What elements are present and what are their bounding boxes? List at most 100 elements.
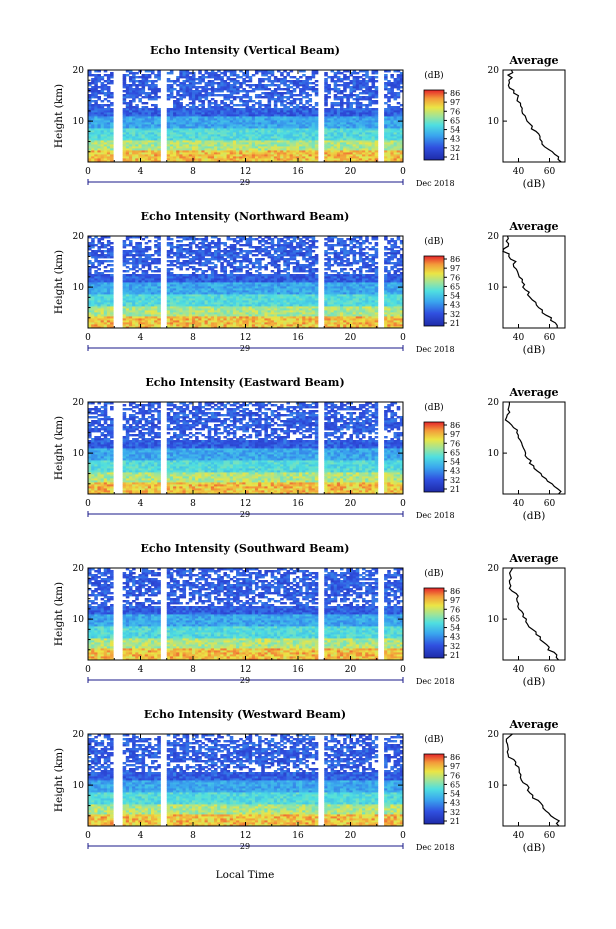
heatmap-cell <box>110 140 114 143</box>
heatmap-cell <box>144 96 149 99</box>
heatmap-cell <box>245 76 250 79</box>
heatmap-cell <box>147 306 152 309</box>
heatmap-cell <box>141 74 146 77</box>
heatmap-cell <box>333 86 338 89</box>
heatmap-cell <box>280 316 284 319</box>
heatmap-cell <box>132 324 136 327</box>
heatmap-cell <box>355 102 360 105</box>
heatmap-cell <box>106 152 111 155</box>
heatmap-cell <box>154 156 158 159</box>
heatmap-cell <box>191 138 196 141</box>
heatmap-cell <box>236 298 240 301</box>
heatmap-cell <box>151 110 155 113</box>
heatmap-cell <box>239 124 243 127</box>
heatmap-cell <box>371 82 376 85</box>
heatmap-cell <box>324 306 328 309</box>
heatmap-cell <box>251 116 256 119</box>
heatmap-cell <box>151 152 155 155</box>
heatmap-cell <box>125 96 130 99</box>
heatmap-cell <box>324 154 328 157</box>
heatmap-cell <box>261 78 265 81</box>
heatmap-cell <box>393 158 398 161</box>
heatmap-cell <box>283 308 287 311</box>
heatmap-cell <box>128 72 133 75</box>
heatmap-cell <box>97 92 101 95</box>
heatmap-cell <box>330 320 335 323</box>
heatmap-cell <box>188 150 193 153</box>
heatmap-cell <box>94 148 98 151</box>
heatmap-cell <box>106 118 111 121</box>
heatmap-cell <box>147 134 152 137</box>
heatmap-cell <box>100 84 105 87</box>
heatmap-cell <box>258 326 262 329</box>
heatmap-cell <box>147 298 152 301</box>
heatmap-cell <box>267 132 272 135</box>
heatmap-cell <box>166 300 171 303</box>
heatmap-cell <box>232 318 237 321</box>
heatmap-cell <box>336 306 341 309</box>
heatmap-cell <box>371 300 376 303</box>
heatmap-cell <box>374 322 379 325</box>
heatmap-cell <box>251 110 256 113</box>
heatmap-cell <box>264 308 268 311</box>
heatmap-cell <box>94 128 98 131</box>
heatmap-cell <box>141 114 146 117</box>
heatmap-cell <box>264 116 268 119</box>
heatmap-cell <box>154 302 158 305</box>
heatmap-cell <box>396 92 401 95</box>
heatmap-cell <box>390 310 394 313</box>
heatmap-cell <box>201 136 205 139</box>
heatmap-cell <box>110 114 114 117</box>
heatmap-cell <box>283 78 287 81</box>
heatmap-cell <box>270 130 275 133</box>
heatmap-cell <box>327 138 331 141</box>
heatmap-cell <box>387 320 391 323</box>
y-axis-label: Height (km) <box>53 84 65 148</box>
heatmap-cell <box>352 120 357 123</box>
heatmap-cell <box>195 140 199 143</box>
heatmap-cell <box>217 122 221 125</box>
heatmap-cell <box>125 298 130 301</box>
heatmap-cell <box>396 82 401 85</box>
heatmap-cell <box>144 112 149 115</box>
heatmap-cell <box>236 90 240 93</box>
heatmap-cell <box>368 94 372 97</box>
heatmap-cell <box>390 116 394 119</box>
heatmap-cell <box>336 130 341 133</box>
heatmap-cell <box>169 142 174 145</box>
heatmap-cell <box>236 82 240 85</box>
heatmap-cell <box>314 146 319 149</box>
heatmap-cell <box>138 150 142 153</box>
heatmap-cell <box>349 316 353 319</box>
heatmap-cell <box>94 94 98 97</box>
heatmap-cell <box>144 158 149 161</box>
heatmap-cell <box>166 326 171 329</box>
heatmap-cell <box>138 314 142 317</box>
heatmap-cell <box>157 148 161 151</box>
heatmap-cell <box>330 102 335 105</box>
avg-title: Average <box>508 54 558 67</box>
heatmap-cell <box>396 132 401 135</box>
heatmap-cell <box>352 114 357 117</box>
heatmap-cell <box>311 300 316 303</box>
heatmap-cell <box>214 124 218 127</box>
heatmap-cell <box>251 310 256 313</box>
heatmap-cell <box>210 74 215 77</box>
heatmap-cell <box>393 86 398 89</box>
heatmap-cell <box>248 144 253 147</box>
heatmap-cell <box>204 134 209 137</box>
heatmap-cell <box>267 326 272 329</box>
heatmap-cell <box>236 80 240 83</box>
heatmap-cell <box>88 324 92 327</box>
heatmap-cell <box>128 116 133 119</box>
heatmap-cell <box>229 314 234 317</box>
heatmap-cell <box>371 124 376 127</box>
heatmap-cell <box>245 298 250 301</box>
heatmap-cell <box>201 108 205 111</box>
heatmap-cell <box>324 124 328 127</box>
heatmap-cell <box>358 70 363 73</box>
heatmap-cell <box>100 324 105 327</box>
heatmap-cell <box>97 318 101 321</box>
heatmap-cell <box>277 134 281 137</box>
heatmap-cell <box>220 158 224 161</box>
